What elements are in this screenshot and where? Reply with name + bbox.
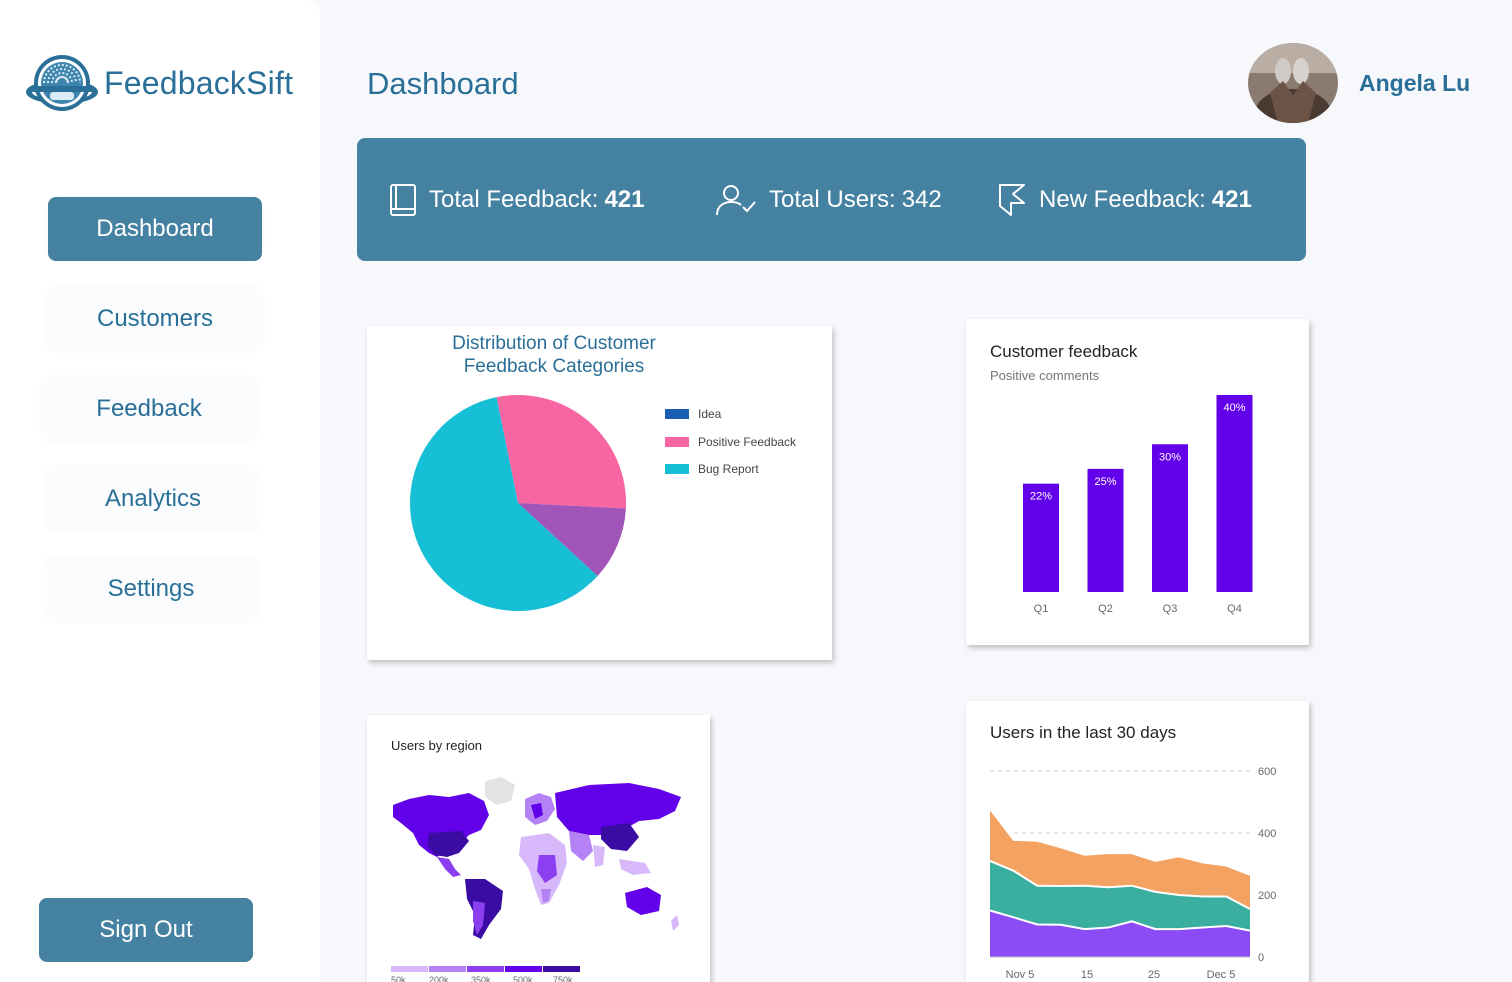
stat-total-users: Total Users: 342 [715, 138, 942, 261]
nav-feedback[interactable]: Feedback [42, 377, 256, 441]
bar-data-label: 40% [1223, 402, 1245, 414]
area-x-tick: 15 [1081, 969, 1093, 981]
pie-title-line1: Distribution of Customer [452, 333, 656, 354]
area-y-tick: 0 [1258, 952, 1264, 964]
bar-Q3 [1152, 444, 1188, 592]
stat-value: 421 [1211, 185, 1252, 213]
map-scale-label: 500k [513, 975, 533, 982]
stat-total-feedback: Total Feedback: 421 [389, 138, 644, 261]
area-chart: 600 400 200 0 Nov 5 15 25 Dec 5 [989, 766, 1276, 981]
stat-value: 421 [604, 185, 645, 213]
bar-x-tick: Q2 [1098, 603, 1113, 615]
stat-value: 342 [901, 185, 942, 213]
stat-label: New Feedback: [1039, 185, 1206, 213]
bar-Q1 [1023, 483, 1059, 592]
legend-label: Idea [698, 407, 722, 421]
legend-swatch [665, 464, 689, 474]
area-series-edge [989, 909, 1251, 932]
logo-icon [26, 55, 98, 111]
sign-out-button[interactable]: Sign Out [39, 898, 253, 962]
bar-data-label: 25% [1094, 476, 1116, 488]
page-title: Dashboard [367, 66, 519, 101]
bar-Q4 [1216, 395, 1253, 592]
app-logo[interactable]: FeedbackSift [24, 52, 293, 114]
map-scale-swatch [467, 966, 504, 972]
app-name: FeedbackSift [104, 64, 294, 101]
sidebar: FeedbackSift Dashboard Customers Feedbac… [0, 0, 320, 982]
map-scale-swatch [429, 966, 466, 972]
bar-x-tick: Q3 [1163, 603, 1178, 615]
stat-label: Total Feedback: [429, 185, 599, 213]
user-check-icon [715, 183, 757, 217]
legend-swatch [665, 409, 689, 419]
pie-slice-0 [496, 395, 626, 509]
pie-slice-2 [410, 397, 598, 611]
bar-x-tick: Q4 [1227, 603, 1242, 615]
bar-Q2 [1087, 468, 1124, 592]
stat-label: Total Users: [769, 185, 896, 213]
map-scale-swatch [391, 966, 428, 972]
legend-swatch [665, 437, 689, 447]
bar-chart: 22% Q1 25% Q2 30% Q3 40% Q4 [1023, 395, 1253, 615]
area-series-0 [990, 910, 1250, 957]
map-scale-swatch [505, 966, 542, 972]
avatar[interactable] [1248, 43, 1338, 123]
legend-label: Positive Feedback [698, 435, 797, 449]
avatar-image [1248, 43, 1338, 123]
map-title: Users by region [391, 738, 483, 753]
world-map [393, 777, 681, 939]
map-scale-label: 750k [553, 975, 573, 982]
pie-chart-card: Distribution of Customer Feedback Catego… [367, 326, 832, 660]
legend-label: Bug Report [698, 462, 759, 476]
legend-item-idea: Idea [665, 407, 721, 421]
area-x-tick: Nov 5 [1006, 969, 1035, 981]
stats-banner: Total Feedback: 421 Total Users: 342 New F… [357, 138, 1306, 261]
bar-chart-subtitle: Positive comments [990, 368, 1100, 383]
pie-chart-title: Distribution of Customer Feedback Catego… [367, 332, 741, 378]
area-y-tick: 200 [1258, 890, 1276, 902]
pie-slice-1 [518, 503, 626, 577]
bar-chart-title: Customer feedback [990, 342, 1138, 361]
area-series-edge [989, 859, 1251, 910]
user-profile[interactable]: Angela Lu [1248, 43, 1470, 123]
area-x-tick: Dec 5 [1207, 969, 1236, 981]
nav-dashboard[interactable]: Dashboard [48, 197, 262, 261]
map-card: Users by region 50k 200k 350k 500k [367, 715, 710, 982]
map-scale-label: 50k [391, 975, 406, 982]
nav-customers[interactable]: Customers [48, 287, 262, 351]
legend-item-positive-feedback: Positive Feedback [665, 435, 796, 449]
area-series-1 [990, 860, 1250, 931]
pie-chart [410, 395, 626, 611]
flag-icon [997, 182, 1027, 218]
user-name: Angela Lu [1359, 69, 1471, 96]
map-scale-label: 200k [429, 975, 449, 982]
bar-chart-card: Customer feedback Positive comments 22% Q… [966, 319, 1309, 645]
area-chart-title: Users in the last 30 days [990, 723, 1177, 742]
stat-new-feedback: New Feedback: 421 [997, 138, 1252, 261]
map-scale-label: 350k [471, 975, 491, 982]
map-scale-swatch [543, 966, 580, 972]
pie-title-line2: Feedback Categories [463, 356, 645, 377]
area-x-tick: 25 [1148, 969, 1160, 981]
area-chart-card: Users in the last 30 days 600 400 200 0 Nov … [966, 701, 1309, 982]
area-y-tick: 400 [1258, 828, 1276, 840]
nav-settings[interactable]: Settings [44, 557, 258, 621]
bar-data-label: 22% [1030, 491, 1052, 503]
area-y-tick: 600 [1258, 766, 1276, 778]
legend-item-bug-report: Bug Report [665, 462, 759, 476]
nav-analytics[interactable]: Analytics [46, 467, 260, 531]
bar-data-label: 30% [1159, 451, 1181, 463]
map-scale [391, 966, 580, 972]
book-icon [389, 183, 417, 217]
area-series-2 [990, 808, 1250, 909]
bar-x-tick: Q1 [1034, 603, 1049, 615]
area-series-edge [989, 808, 1251, 876]
